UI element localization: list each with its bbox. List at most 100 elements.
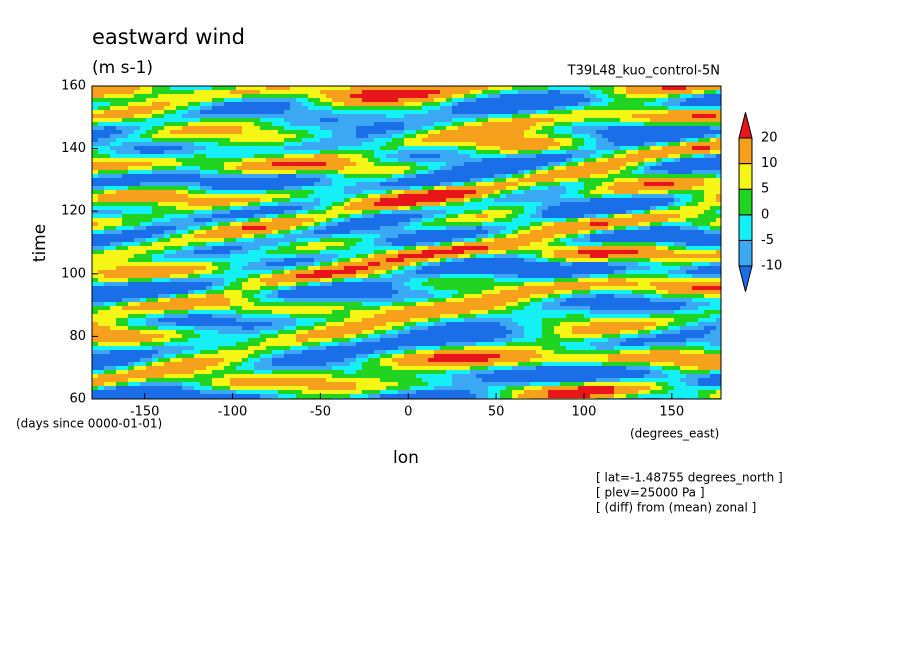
field-cell [632,182,639,187]
field-cell [170,250,177,255]
field-cell [428,126,435,131]
field-cell [710,222,717,227]
field-cell [380,170,387,175]
field-cell [542,262,549,267]
field-cell [92,198,99,203]
field-cell [536,154,543,159]
field-cell [284,98,291,103]
field-cell [674,182,681,187]
field-cell [680,270,687,275]
field-cell [458,102,465,107]
field-cell [578,86,585,91]
field-cell [494,134,501,139]
field-cell [560,230,567,235]
field-cell [242,138,249,143]
field-cell [458,254,465,259]
field-cell [620,210,627,215]
field-cell [566,178,573,183]
field-cell [158,94,165,99]
field-cell [152,254,159,259]
field-cell [140,218,147,223]
field-cell [506,150,513,155]
field-cell [146,86,153,91]
field-cell [650,94,657,99]
field-cell [662,202,669,207]
field-cell [272,202,279,207]
field-cell [152,182,159,187]
field-cell [620,98,627,103]
field-cell [428,178,435,183]
field-cell [176,210,183,215]
field-cell [332,190,339,195]
field-cell [332,118,339,123]
field-cell [434,270,441,275]
field-cell [548,102,555,107]
field-cell [380,190,387,195]
field-cell [344,166,351,171]
field-cell [416,158,423,163]
field-cell [386,262,393,267]
field-cell [560,174,567,179]
field-cell [290,214,297,219]
field-cell [278,154,285,159]
field-cell [98,202,105,207]
field-cell [332,146,339,151]
field-cell [188,126,195,131]
field-cell [110,102,117,107]
field-cell [212,270,219,275]
field-cell [326,230,333,235]
field-cell [482,242,489,247]
field-cell [692,118,699,123]
field-cell [362,98,369,103]
field-cell [572,130,579,135]
field-cell [482,234,489,239]
field-cell [476,86,483,91]
field-cell [266,202,273,207]
field-cell [110,150,117,155]
field-cell [374,194,381,199]
field-cell [158,246,165,251]
field-cell [386,158,393,163]
field-cell [614,234,621,239]
field-cell [230,270,237,275]
field-cell [698,198,705,203]
field-cell [92,86,99,91]
field-cell [470,114,477,119]
field-cell [350,154,357,159]
field-cell [356,122,363,127]
field-cell [116,262,123,267]
field-cell [494,102,501,107]
field-cell [614,110,621,115]
field-cell [506,238,513,243]
field-cell [266,150,273,155]
field-cell [392,266,399,271]
field-cell [506,250,513,255]
field-cell [200,182,207,187]
field-cell [506,218,513,223]
field-cell [356,134,363,139]
field-cell [434,262,441,267]
field-cell [92,166,99,171]
field-cell [158,214,165,219]
field-cell [278,230,285,235]
field-cell [698,266,705,271]
field-cell [458,134,465,139]
field-cell [614,258,621,263]
field-cell [374,258,381,263]
field-cell [344,150,351,155]
field-cell [212,162,219,167]
field-cell [170,126,177,131]
field-cell [164,134,171,139]
field-cell [248,270,255,275]
field-cell [158,138,165,143]
field-cell [92,254,99,259]
field-cell [692,242,699,247]
field-cell [674,202,681,207]
field-cell [578,166,585,171]
field-cell [188,174,195,179]
field-cell [320,130,327,135]
field-cell [176,262,183,267]
field-cell [704,118,711,123]
field-cell [266,270,273,275]
field-cell [590,90,597,95]
